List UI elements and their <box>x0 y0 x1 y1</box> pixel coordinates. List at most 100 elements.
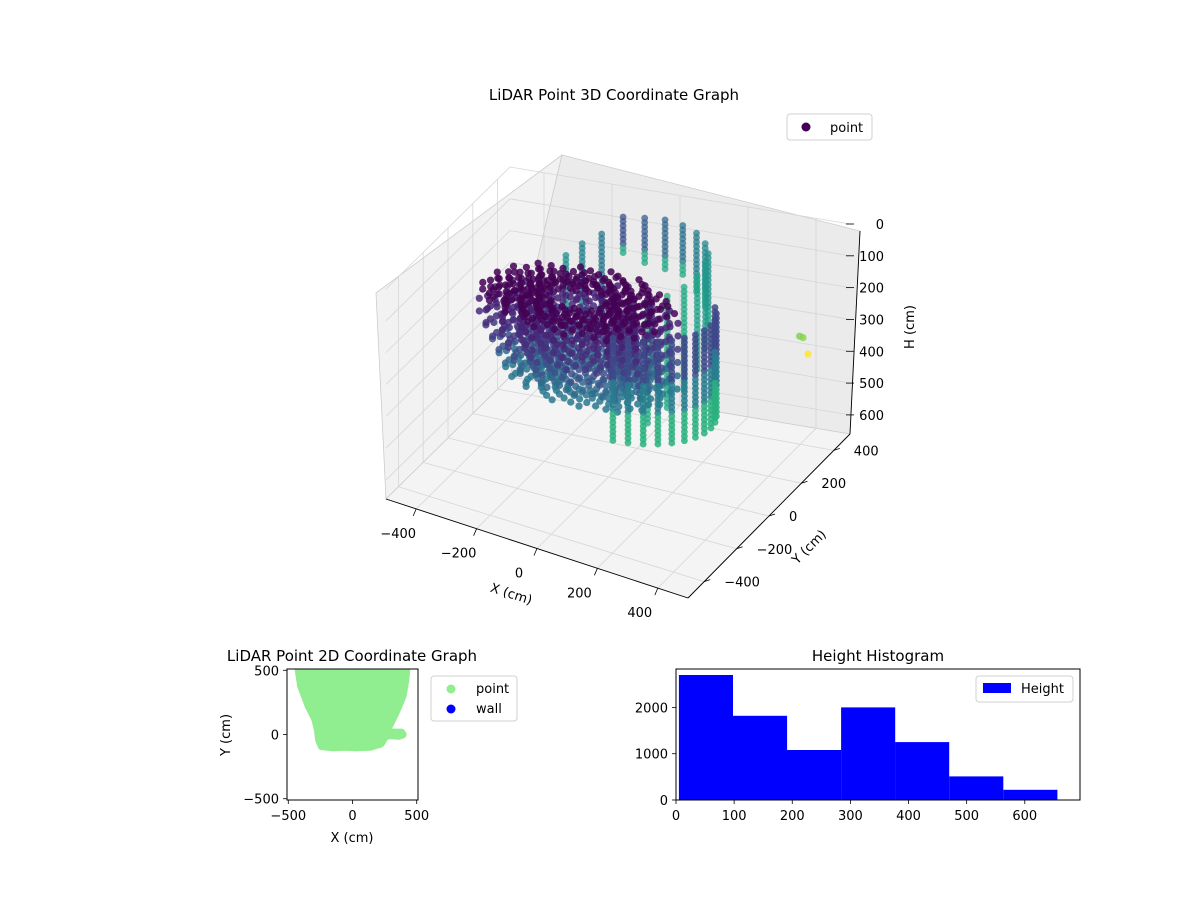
z-tick-label-3d: 400 <box>859 345 884 360</box>
point-3d <box>518 323 526 331</box>
point-3d <box>582 310 590 318</box>
point-3d <box>603 361 611 369</box>
point-3d <box>510 303 518 311</box>
point-3d <box>566 317 574 325</box>
point-3d <box>550 325 559 333</box>
point-3d <box>475 294 483 302</box>
point-3d <box>489 332 497 340</box>
point-3d <box>492 299 500 307</box>
point-3d <box>582 294 590 302</box>
legend-3d-marker <box>801 122 811 132</box>
point-3d <box>634 400 642 408</box>
point-3d <box>546 267 554 275</box>
point-3d <box>548 396 556 404</box>
point-3d <box>599 375 607 384</box>
point-3d <box>533 288 541 296</box>
point-3d <box>532 366 540 374</box>
grid-line-z-left <box>385 198 511 322</box>
point-3d <box>547 262 555 270</box>
point-3d <box>543 391 551 399</box>
point-3d <box>624 439 632 447</box>
point-3d <box>556 270 564 278</box>
point-3d <box>501 281 510 289</box>
y-tick-label-3d: 200 <box>821 477 846 492</box>
histogram-bar <box>841 707 896 800</box>
point-3d <box>661 265 669 273</box>
point-3d <box>614 307 622 315</box>
point-3d <box>599 393 607 401</box>
grid-line-z-back <box>509 166 851 225</box>
point-3d <box>534 259 542 267</box>
point-3d <box>528 346 536 354</box>
legend-hist-swatch <box>983 683 1011 693</box>
point-3d <box>511 268 519 276</box>
point-3d <box>604 330 612 338</box>
point-3d <box>597 357 605 365</box>
point-3d <box>589 319 598 327</box>
point-3d <box>674 319 682 327</box>
histogram-title: Height Histogram <box>812 647 944 665</box>
point-3d <box>576 263 585 271</box>
point-3d <box>475 307 483 315</box>
point-3d <box>517 285 525 293</box>
point-3d <box>641 301 649 309</box>
point-3d <box>633 319 641 328</box>
legend-3d-frame <box>786 113 873 141</box>
x-tick-mark-3d <box>412 508 417 517</box>
x-tick-label-3d: −200 <box>441 547 477 562</box>
point-3d <box>505 274 513 282</box>
point-3d <box>664 302 672 310</box>
grid-line-z-left <box>385 166 511 290</box>
point-3d <box>527 353 535 361</box>
point-3d <box>479 285 487 293</box>
x-tick-label-3d: 200 <box>567 586 592 601</box>
point-3d <box>578 341 586 349</box>
point-3d <box>679 271 687 278</box>
chart-3d-title: LiDAR Point 3D Coordinate Graph <box>489 86 739 104</box>
point-3d <box>610 317 618 325</box>
point-3d <box>495 346 503 354</box>
histogram-bar <box>733 715 788 800</box>
z-tick-label-3d: 100 <box>859 250 884 265</box>
point-3d <box>633 370 641 378</box>
point-3d <box>568 349 576 357</box>
point-3d <box>609 437 617 444</box>
y-tick-label-3d: 0 <box>789 510 797 525</box>
point-3d <box>572 296 580 304</box>
y-axis-label-2d: Y (cm) <box>219 714 234 757</box>
point-3d <box>509 262 518 270</box>
point-3d <box>602 388 610 396</box>
point-3d <box>505 268 513 276</box>
point-3d <box>535 265 543 273</box>
point-3d <box>509 280 517 288</box>
point-3d <box>618 343 626 352</box>
histogram-bar <box>895 742 950 800</box>
z-tick-label-3d: 500 <box>859 377 884 392</box>
x-tick-mark-3d <box>533 548 538 556</box>
point-3d <box>572 287 580 295</box>
point-3d <box>508 372 516 381</box>
z-tick-label-3d: 300 <box>859 313 884 328</box>
ticks-histogram: 0 100 200 300 400 500 600 0 1000 2000 <box>635 701 1037 824</box>
chart-2d: LiDAR Point 2D Coordinate Graph −500 0 500… <box>219 647 518 846</box>
point-3d <box>498 330 506 338</box>
point-3d <box>593 327 601 335</box>
point-3d <box>493 268 501 276</box>
point-3d <box>603 337 611 345</box>
point-3d <box>566 293 574 301</box>
point-3d <box>543 321 551 329</box>
point-3d <box>607 268 615 276</box>
ticks-3d: −400 −200 0 200 400 −400 −200 0 200 400 0 100 200 300… <box>380 218 884 621</box>
point-3d <box>590 313 598 321</box>
x-tick-label-3d: 0 <box>515 567 523 582</box>
point-3d <box>558 373 566 381</box>
point-3d <box>576 395 584 403</box>
point-3d <box>587 307 596 315</box>
y-tick-label-2d: −500 <box>243 793 279 808</box>
point-3d <box>593 351 602 359</box>
point-3d <box>516 268 524 276</box>
point-3d <box>498 318 506 326</box>
point-3d <box>586 267 595 275</box>
grid-line-y <box>423 462 737 550</box>
x-tick-label-hist: 0 <box>672 809 680 824</box>
